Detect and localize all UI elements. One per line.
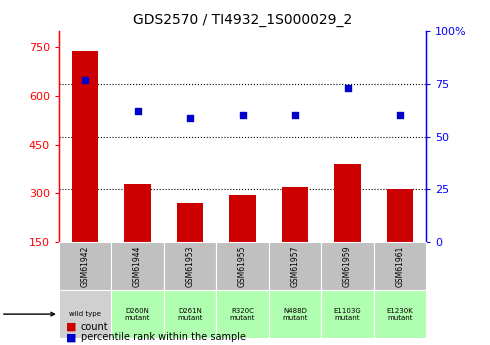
Bar [124, 184, 151, 291]
Text: GSM61955: GSM61955 [238, 245, 247, 287]
Bar [177, 203, 203, 291]
Bar [216, 290, 269, 338]
Bar [111, 242, 164, 290]
Bar [335, 164, 361, 291]
Text: count: count [81, 322, 108, 332]
Text: R320C
mutant: R320C mutant [230, 308, 255, 321]
Point [186, 115, 194, 120]
Point [239, 113, 246, 118]
Point [134, 109, 142, 114]
Bar [164, 242, 216, 290]
Text: D260N
mutant: D260N mutant [125, 308, 150, 321]
Bar [164, 290, 216, 338]
Text: ■: ■ [66, 322, 76, 332]
Text: GSM61953: GSM61953 [186, 245, 195, 287]
Text: wild type: wild type [69, 311, 101, 317]
Text: N488D
mutant: N488D mutant [282, 308, 308, 321]
Bar [72, 50, 98, 291]
Bar [387, 189, 413, 291]
Text: GSM61957: GSM61957 [291, 245, 299, 287]
Text: E1230K
mutant: E1230K mutant [387, 308, 414, 321]
Bar [321, 290, 374, 338]
Bar [374, 242, 426, 290]
Bar [216, 242, 269, 290]
Bar [59, 290, 111, 338]
Bar [321, 242, 374, 290]
Point [396, 113, 404, 118]
Text: E1103G
mutant: E1103G mutant [334, 308, 362, 321]
Text: D261N
mutant: D261N mutant [177, 308, 203, 321]
Bar [282, 187, 308, 291]
Bar [269, 290, 321, 338]
Bar [111, 290, 164, 338]
Text: GSM61944: GSM61944 [133, 245, 142, 287]
Bar [229, 195, 256, 291]
Text: ■: ■ [66, 333, 76, 342]
Text: GSM61942: GSM61942 [80, 245, 90, 287]
Bar [269, 242, 321, 290]
Point [81, 77, 89, 82]
Text: genotype/variation: genotype/variation [0, 309, 54, 319]
Bar [374, 290, 426, 338]
Point [343, 85, 351, 91]
Point [291, 113, 299, 118]
Text: GSM61959: GSM61959 [343, 245, 352, 287]
Bar [59, 242, 111, 290]
Text: GSM61961: GSM61961 [395, 245, 405, 287]
Text: percentile rank within the sample: percentile rank within the sample [81, 333, 246, 342]
Title: GDS2570 / TI4932_1S000029_2: GDS2570 / TI4932_1S000029_2 [133, 13, 352, 27]
